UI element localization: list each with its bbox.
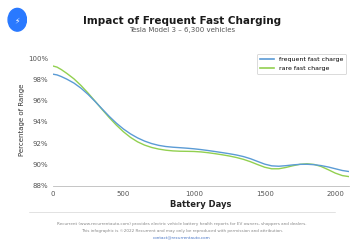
X-axis label: Battery Days: Battery Days (170, 200, 232, 209)
Y-axis label: Percentage of Range: Percentage of Range (19, 83, 25, 156)
Text: contact@recurrentauto.com: contact@recurrentauto.com (153, 237, 211, 241)
Circle shape (8, 8, 27, 31)
Text: This infographic is ©2022 Recurrent and may only be reproduced with permission a: This infographic is ©2022 Recurrent and … (81, 229, 283, 233)
Text: Tesla Model 3 – 6,300 vehicles: Tesla Model 3 – 6,300 vehicles (129, 27, 235, 33)
Text: Impact of Frequent Fast Charging: Impact of Frequent Fast Charging (83, 16, 281, 26)
Legend: frequent fast charge, rare fast charge: frequent fast charge, rare fast charge (257, 54, 346, 74)
Text: Recurrent (www.recurrentauto.com) provides electric vehicle battery health repor: Recurrent (www.recurrentauto.com) provid… (57, 222, 307, 226)
Text: ⚡: ⚡ (15, 16, 20, 25)
